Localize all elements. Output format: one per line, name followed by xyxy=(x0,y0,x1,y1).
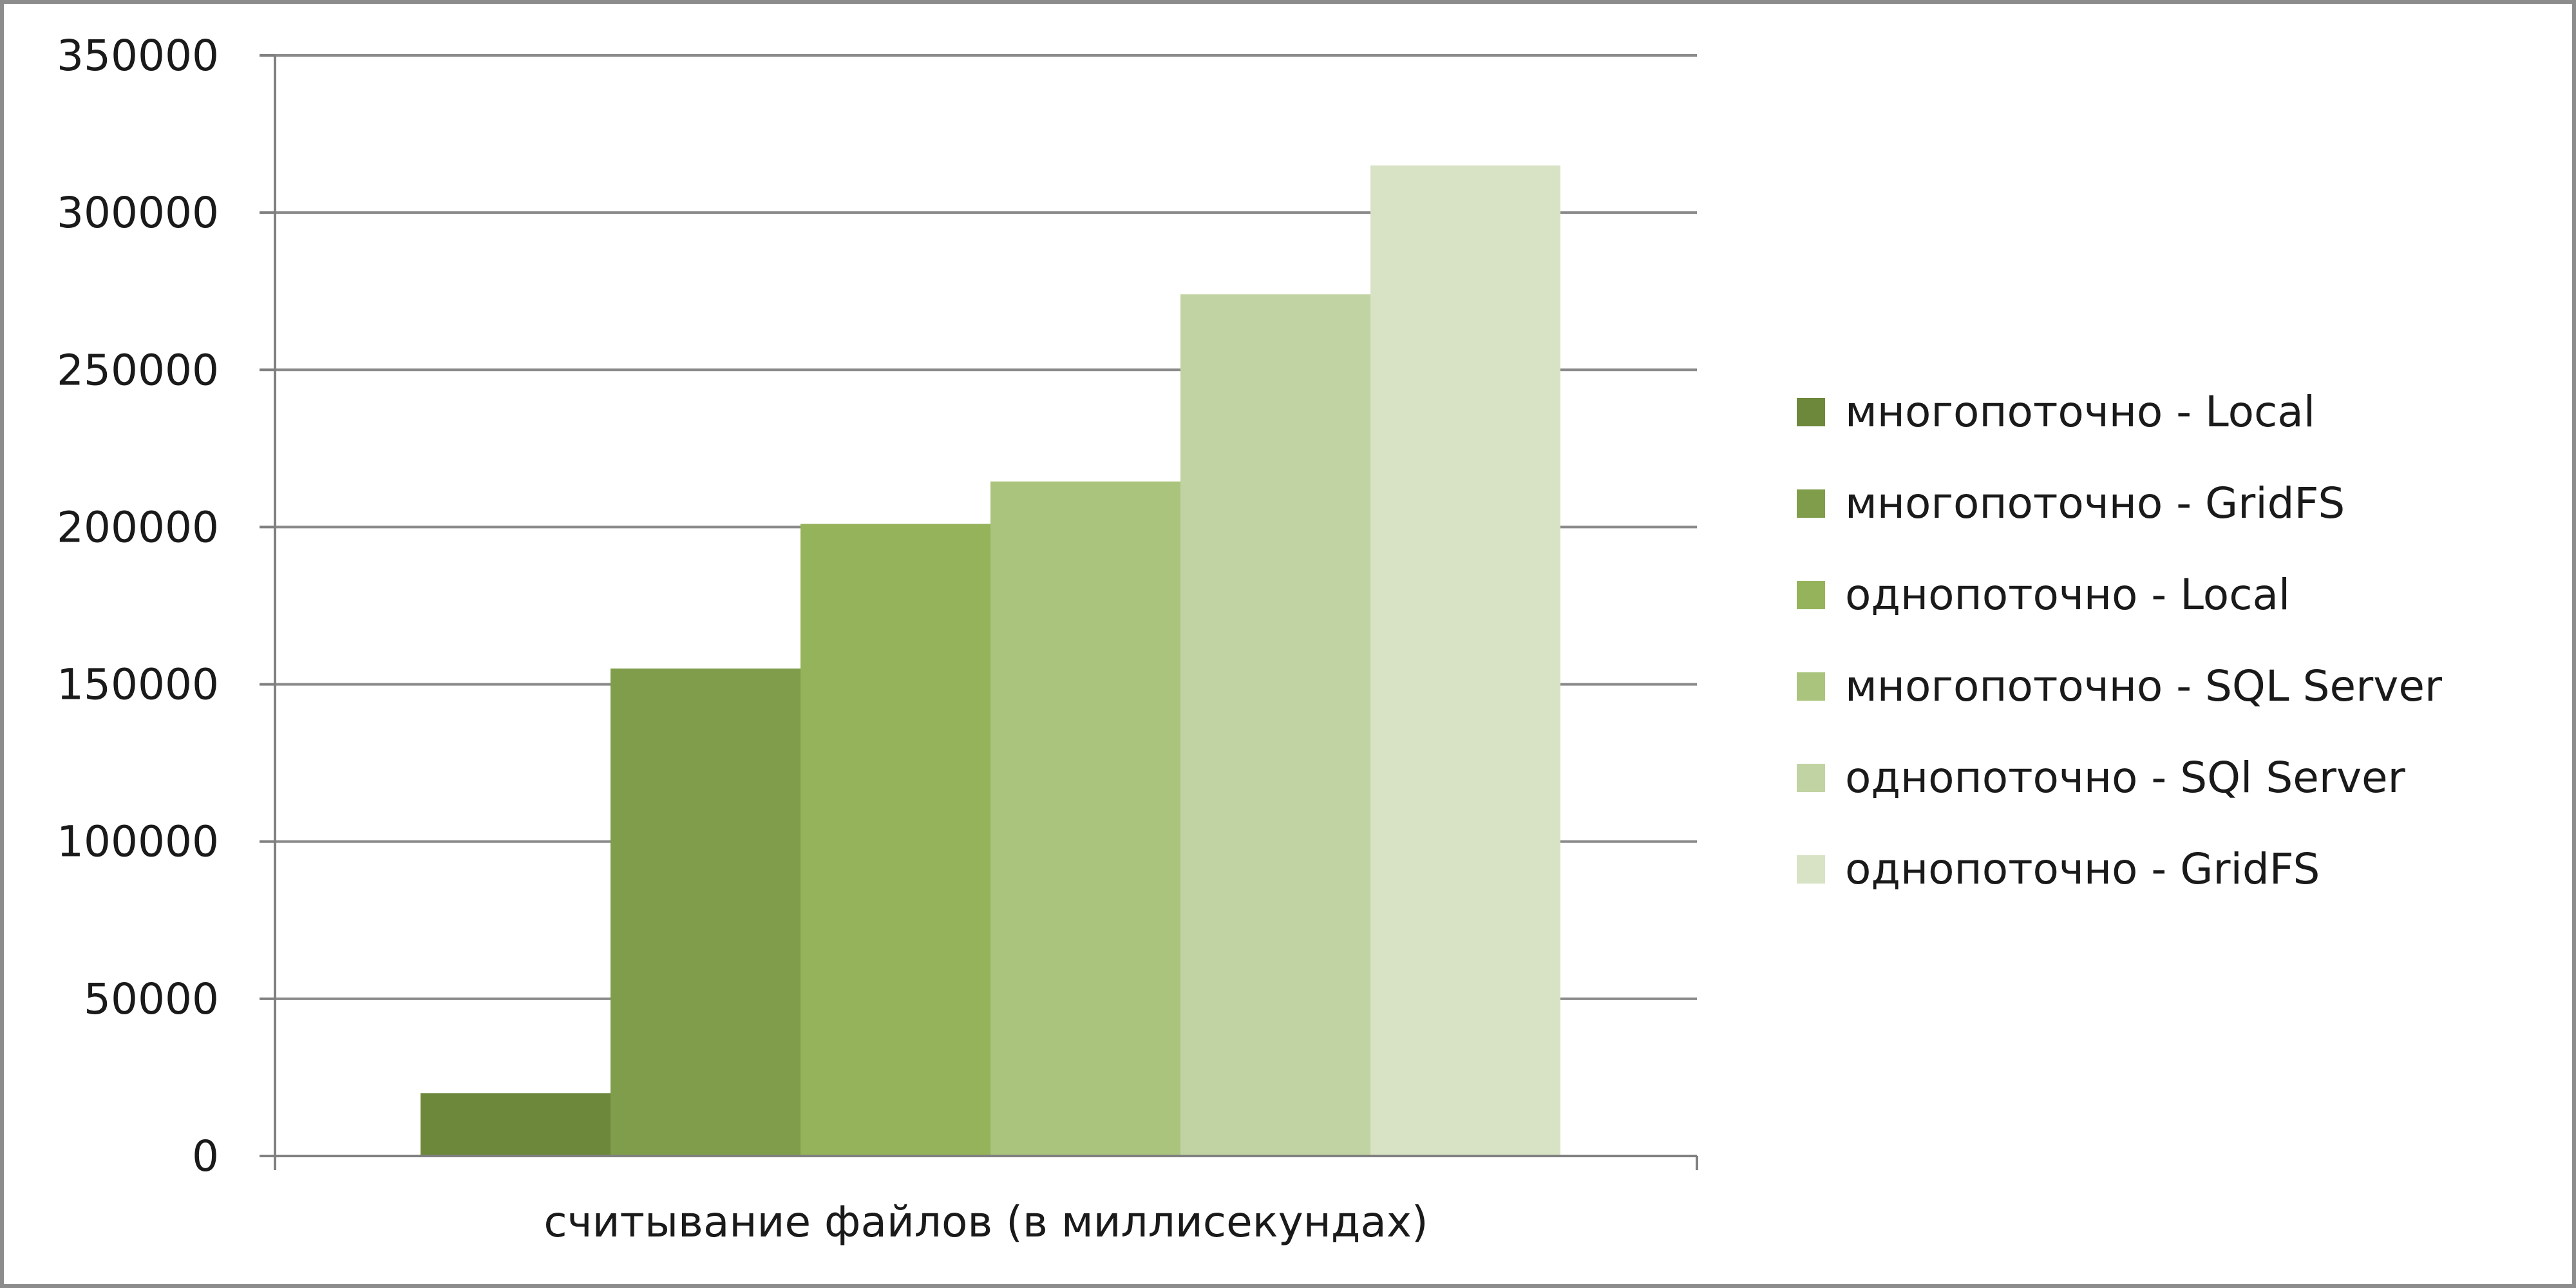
legend-item: многопоточно - Local xyxy=(1797,387,2315,437)
legend-swatch xyxy=(1797,489,1825,518)
legend-swatch xyxy=(1797,764,1825,792)
bar xyxy=(1370,165,1560,1156)
legend-label: однопоточно - Local xyxy=(1845,570,2290,620)
bar xyxy=(990,481,1180,1156)
y-tick-label: 150000 xyxy=(57,660,219,710)
legend-swatch xyxy=(1797,672,1825,701)
legend-swatch xyxy=(1797,398,1825,426)
y-tick-label: 300000 xyxy=(57,188,219,238)
legend-label: однопоточно - SQl Server xyxy=(1845,753,2406,802)
y-tick-label: 0 xyxy=(192,1132,219,1181)
y-tick-label: 200000 xyxy=(57,502,219,552)
legend-label: многопоточно - Local xyxy=(1845,387,2315,437)
bar xyxy=(800,524,990,1156)
y-tick-label: 350000 xyxy=(57,31,219,80)
legend: многопоточно - Local многопоточно - GridF… xyxy=(1797,387,2443,894)
y-tick-label: 50000 xyxy=(84,974,219,1024)
bar xyxy=(611,668,800,1156)
legend-item: однопоточно - SQl Server xyxy=(1797,753,2406,802)
bars xyxy=(421,165,1560,1156)
y-tick-labels: 0 50000 100000 150000 200000 250000 300000 3500… xyxy=(57,31,219,1181)
y-tick-label: 250000 xyxy=(57,345,219,395)
x-axis-title: считывание файлов (в миллисекундах) xyxy=(544,1197,1428,1247)
legend-swatch xyxy=(1797,855,1825,884)
axes xyxy=(260,54,1698,1170)
legend-item: многопоточно - SQL Server xyxy=(1797,661,2443,711)
legend-item: однопоточно - GridFS xyxy=(1797,844,2320,894)
legend-swatch xyxy=(1797,581,1825,609)
legend-label: многопоточно - GridFS xyxy=(1845,478,2345,528)
y-tick-label: 100000 xyxy=(57,817,219,867)
bar xyxy=(421,1093,611,1156)
legend-item: многопоточно - GridFS xyxy=(1797,478,2345,528)
legend-item: однопоточно - Local xyxy=(1797,570,2290,620)
legend-label: многопоточно - SQL Server xyxy=(1845,661,2443,711)
bar xyxy=(1180,294,1370,1156)
legend-label: однопоточно - GridFS xyxy=(1845,844,2320,894)
